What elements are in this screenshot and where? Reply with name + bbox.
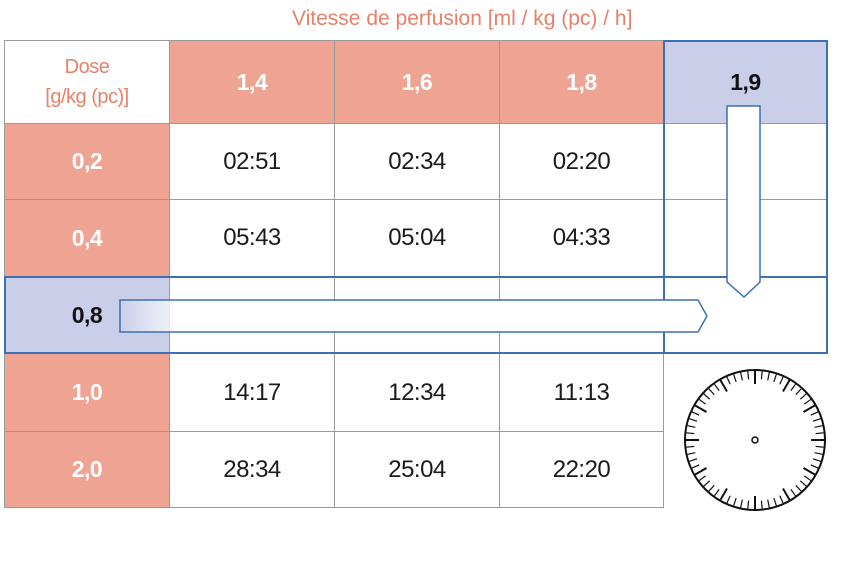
clock-tick (747, 371, 750, 380)
rate-header-1[interactable]: 1,4 (169, 40, 335, 124)
clock-tick (773, 497, 777, 506)
clock-tick (713, 488, 720, 497)
clock-tick (790, 488, 797, 497)
clock-tick (708, 484, 715, 492)
clock-tick (733, 374, 737, 383)
arrow-right-icon (119, 299, 708, 333)
chart-title: Vitesse de perfusion [ml / kg (pc) / h] (292, 7, 633, 30)
clock-tick (773, 374, 777, 383)
clock-tick (810, 464, 819, 469)
clock-tick (694, 404, 708, 413)
clock-tick (810, 411, 819, 416)
clock-tick (698, 398, 707, 405)
time-cell: 25:04 (334, 431, 500, 508)
clock-tick (686, 432, 695, 435)
clock-tick (689, 458, 698, 462)
dose-header-label: Dose (64, 56, 110, 78)
clock-tick (698, 475, 707, 482)
rate-header-3[interactable]: 1,8 (499, 40, 664, 124)
clock-tick (691, 464, 700, 469)
time-cell: 28:34 (169, 431, 335, 508)
clock-tick (747, 500, 750, 509)
clock-tick (814, 425, 823, 428)
clock-tick (803, 475, 812, 482)
clock-tick (815, 432, 824, 435)
dose-cell-5[interactable]: 2,0 (4, 431, 170, 508)
clock-tick (814, 452, 823, 455)
clock-tick (713, 383, 720, 392)
dose-header-unit: [g/kg (pc)] (45, 86, 129, 108)
clock-tick (703, 480, 711, 487)
clock-tick (795, 484, 802, 492)
clock-tick (708, 388, 715, 396)
clock-tick (779, 495, 784, 504)
arrow-down-icon (726, 105, 761, 299)
clock-tick (799, 393, 807, 400)
clock-tick (691, 411, 700, 416)
clock-tick (760, 371, 763, 380)
clock-tick (767, 372, 770, 381)
time-cell: 22:20 (499, 431, 664, 508)
clock-tick (782, 487, 791, 501)
clock-tick (803, 398, 812, 405)
clock-tick (802, 467, 816, 476)
dose-cell-1[interactable]: 0,2 (4, 123, 170, 200)
clock-tick (812, 458, 821, 462)
dose-cell-4[interactable]: 1,0 (4, 353, 170, 432)
dose-cell-3-selected[interactable]: 0,8 (4, 276, 170, 354)
clock-tick (782, 379, 791, 393)
clock-tick (790, 383, 797, 392)
clock-tick (694, 467, 708, 476)
clock-tick (740, 372, 743, 381)
clock-dial-icon (684, 369, 826, 511)
clock-tick (799, 480, 807, 487)
clock-tick (815, 445, 824, 448)
clock-tick (733, 497, 737, 506)
clock-tick (686, 445, 695, 448)
clock-tick (687, 452, 696, 455)
clock-tick (689, 418, 698, 422)
clock-tick (779, 376, 784, 385)
clock-tick (795, 388, 802, 396)
clock-tick (719, 487, 728, 501)
clock-tick (802, 404, 816, 413)
clock-tick (726, 376, 731, 385)
rate-header-2[interactable]: 1,6 (334, 40, 500, 124)
clock-tick (687, 425, 696, 428)
clock-tick (767, 499, 770, 508)
clock-tick (719, 379, 728, 393)
clock-tick (760, 500, 763, 509)
clock-tick (812, 418, 821, 422)
clock-tick (740, 499, 743, 508)
clock-tick (726, 495, 731, 504)
clock-tick (703, 393, 711, 400)
